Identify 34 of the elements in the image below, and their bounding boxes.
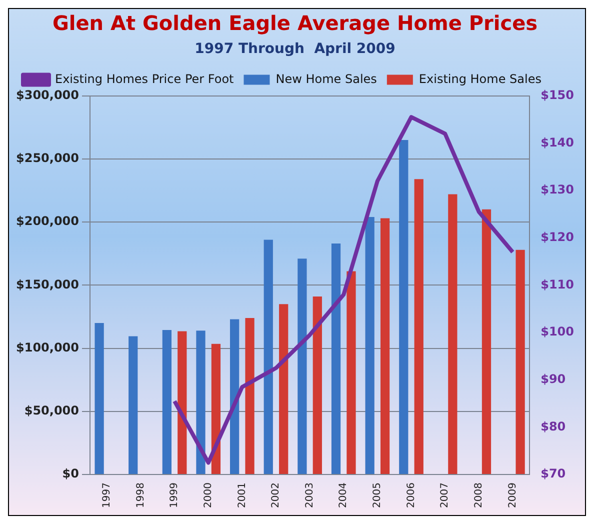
x-tick-label: 2007 (440, 482, 451, 508)
x-tick-label: 2005 (372, 482, 384, 508)
x-tick-label: 2004 (338, 482, 350, 508)
y2-tick-label: $120 (540, 230, 574, 244)
x-tick-label: 2002 (270, 482, 282, 508)
x-tick-label: 2003 (304, 482, 316, 508)
y-tick-label: $250,000 (16, 151, 80, 166)
y2-tick-label: $140 (540, 135, 574, 150)
legend-label: Existing Homes Price Per Foot (55, 72, 234, 86)
y2-tick-label: $110 (540, 277, 574, 292)
y2-tick-label: $80 (540, 419, 566, 434)
x-tick-label: 2008 (473, 482, 484, 508)
legend-label: Existing Home Sales (418, 72, 542, 86)
x-tick-label: 1997 (102, 482, 113, 508)
y2-tick-label: $130 (540, 182, 574, 197)
x-tick-label: 1998 (135, 482, 146, 508)
y-tick-label: $300,000 (16, 88, 80, 102)
legend-label: New Home Sales (276, 72, 377, 86)
x-tick-label: 2001 (236, 482, 248, 508)
y-tick-label: $100,000 (16, 340, 80, 354)
x-tick-label: 2000 (202, 482, 214, 508)
x-tick-label: 2006 (406, 482, 417, 508)
y2-tick-label: $90 (540, 372, 566, 386)
y-tick-label: $150,000 (16, 277, 80, 292)
chart-title: Glen At Golden Eagle Average Home Prices (52, 11, 538, 36)
y-tick-label: $50,000 (24, 404, 80, 418)
y2-tick-label: $150 (540, 88, 574, 102)
x-tick-label: 1999 (169, 482, 180, 508)
y2-tick-label: $70 (540, 466, 566, 481)
y2-tick-label: $100 (540, 324, 574, 339)
x-tick-label: 2009 (507, 482, 518, 508)
y-tick-label: $0 (62, 466, 80, 481)
chart-subtitle: 1997 Through April 2009 (194, 41, 396, 58)
y-tick-label: $200,000 (16, 214, 80, 228)
